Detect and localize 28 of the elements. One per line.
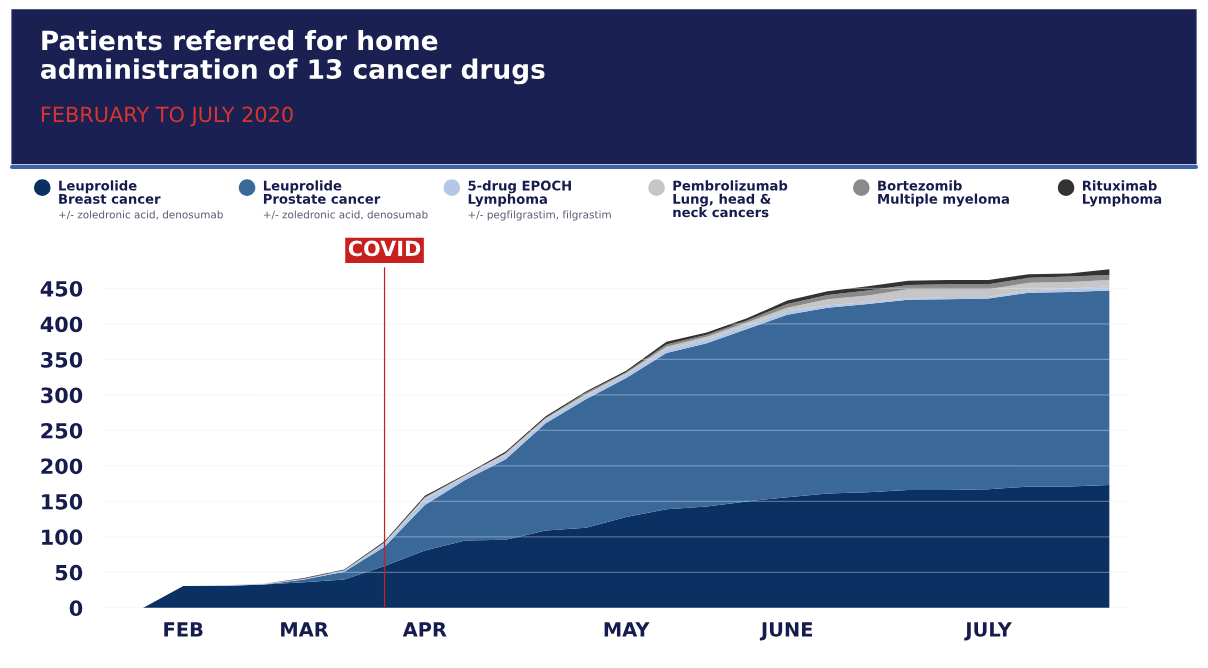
- y-tick-label: 300: [41, 387, 83, 404]
- y-tick-label: 200: [41, 458, 83, 475]
- legend-label: 5-drug EPOCH Lymphoma: [468, 180, 571, 207]
- x-tick-label: FEB: [164, 622, 203, 637]
- text: +/- zoledronic acid, denosumab: [263, 210, 428, 220]
- chart-subtitle: FEBRUARY TO JULY 2020: [41, 106, 293, 127]
- y-tick-label: 100: [42, 529, 83, 546]
- x-tick-label: JULY: [964, 622, 1012, 641]
- text: +/- zoledronic acid, denosumab: [59, 210, 223, 220]
- y-tick-label: 400: [40, 316, 83, 333]
- y-tick-label: 150: [42, 493, 83, 510]
- chart-title: Patients referred for home administration of 13 cancer drugs: [41, 30, 545, 85]
- y-tick-label: 50: [55, 564, 83, 581]
- x-tick-label: MAY: [604, 622, 650, 637]
- y-tick-label: 450: [40, 280, 83, 297]
- text: +/- pegfilgrastim, filgrastim: [468, 210, 611, 221]
- x-tick-label: JUNE: [759, 622, 813, 641]
- legend-label: Bortezomib Multiple myeloma: [878, 180, 1009, 207]
- legend-label: Rituximab Lymphoma: [1082, 180, 1162, 207]
- y-tick-label: 350: [41, 351, 83, 368]
- y-tick-label: 0: [69, 600, 83, 617]
- x-tick-label: APR: [402, 622, 447, 637]
- legend-label: Pembrolizumab Lung, head & neck cancers: [673, 180, 788, 218]
- legend-label: Leuprolide Prostate cancer: [263, 180, 381, 204]
- y-tick-label: 250: [41, 422, 83, 439]
- x-tick-label: MAR: [281, 622, 329, 637]
- text: COVID: [348, 240, 421, 257]
- legend-label: Leuprolide Breast cancer: [59, 180, 161, 204]
